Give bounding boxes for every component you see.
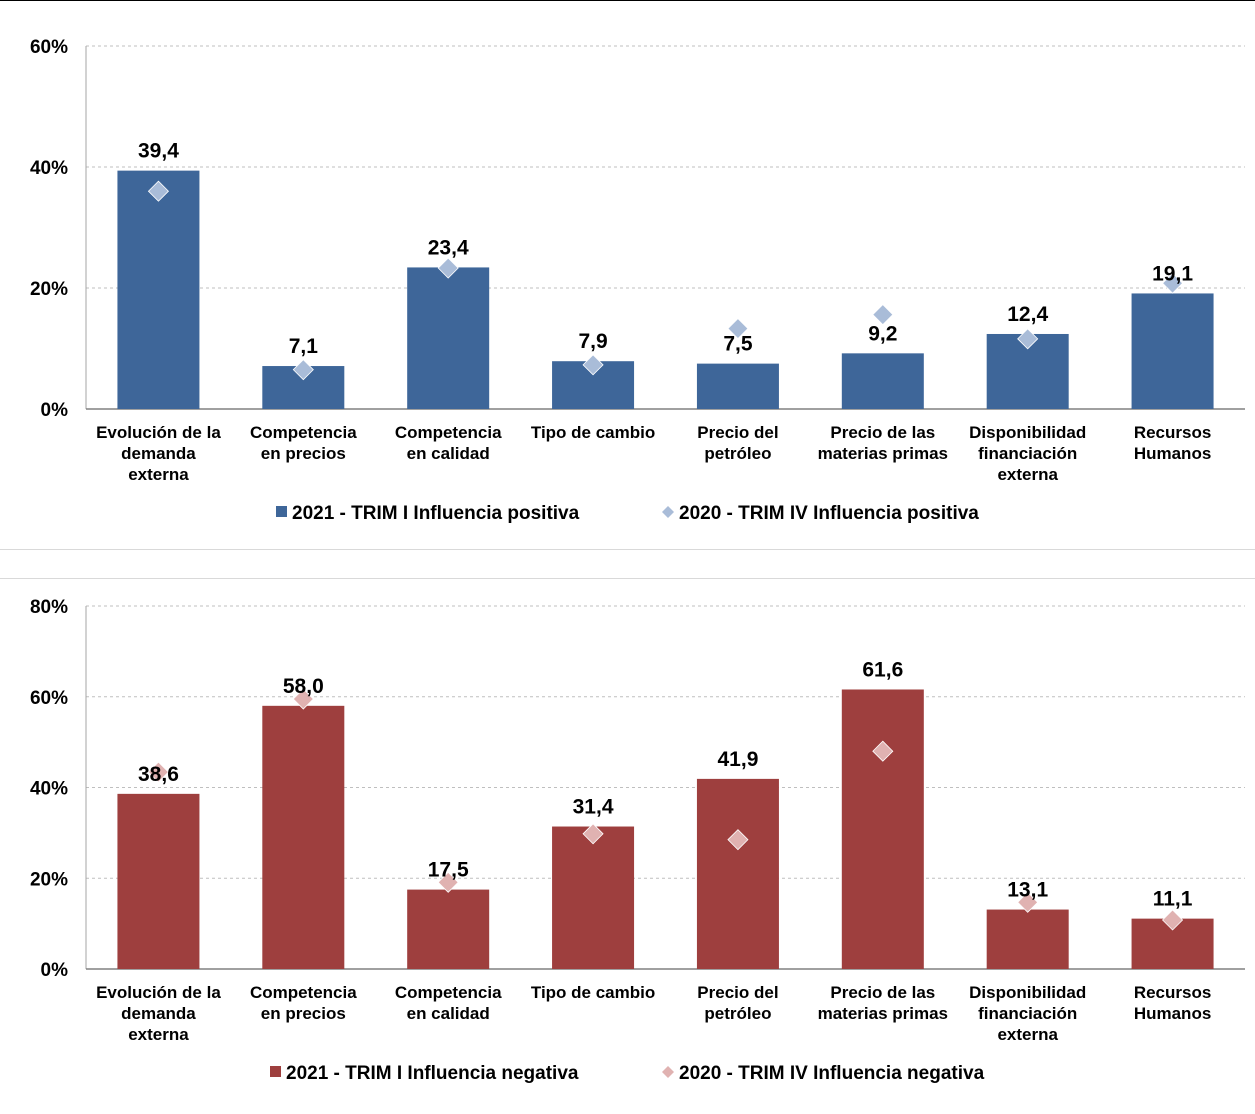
negative-data-label: 58,0 — [283, 675, 324, 698]
positive-category-label: Competencia en precios — [250, 423, 357, 463]
negative-category-label: Disponibilidad financiación externa — [969, 983, 1086, 1044]
positive-legend-bar-swatch — [276, 506, 287, 517]
negative-category-label: Tipo de cambio — [531, 983, 655, 1002]
negative-category-label: Competencia en calidad — [395, 983, 502, 1023]
positive-data-label: 7,5 — [723, 333, 753, 356]
positive-legend-marker-swatch — [662, 506, 674, 518]
negative-legend-marker-swatch — [662, 1066, 674, 1078]
positive-category-label: Competencia en calidad — [395, 423, 502, 463]
negative-category-label: Evolución de la demanda externa — [96, 983, 221, 1044]
positive-marker — [582, 354, 604, 376]
negative-marker — [582, 823, 604, 845]
negative-data-label: 61,6 — [862, 658, 903, 681]
negative-legend-bar-swatch — [270, 1066, 281, 1077]
positive-category-label: Precio del petróleo — [697, 423, 778, 463]
negative-category-label: Precio de las materias primas — [818, 983, 948, 1023]
positive-legend-bar-label: 2021 - TRIM I Influencia positiva — [292, 503, 580, 524]
negative-marker — [872, 740, 894, 762]
negative-bar — [696, 778, 779, 969]
positive-data-label: 9,2 — [868, 322, 897, 345]
positive-y-tick-label: 40% — [30, 158, 68, 179]
positive-marker — [1017, 328, 1039, 350]
positive-category-label: Tipo de cambio — [531, 423, 655, 442]
negative-marker — [1161, 909, 1184, 931]
negative-bar — [262, 705, 345, 969]
positive-bar — [696, 363, 779, 409]
negative-legend-marker-label: 2020 - TRIM IV Influencia negativa — [679, 1063, 985, 1084]
chart-negative: 0% 20% 40% 60% 80% 38,6 Evolución de la demanda… — [30, 597, 1245, 1084]
positive-data-label: 19,1 — [1152, 262, 1193, 285]
negative-bar — [117, 793, 200, 969]
positive-y-tick-label: 0% — [41, 400, 69, 421]
positive-data-label: 12,4 — [1007, 303, 1048, 326]
panel-divider — [0, 549, 1255, 550]
positive-category-label: Precio de las materias primas — [818, 423, 948, 463]
chart-panel-positive: 0% 20% 40% 60% 39,4 Evolución de la demanda ext… — [0, 0, 1255, 551]
positive-y-tick-label: 60% — [30, 37, 68, 58]
negative-data-label: 38,6 — [138, 763, 179, 786]
negative-data-label: 41,9 — [718, 748, 759, 771]
negative-category-label: Competencia en precios — [250, 983, 357, 1023]
positive-marker — [147, 180, 170, 202]
positive-category-label: Evolución de la demanda externa — [96, 423, 221, 484]
chart-panel-negative: 0% 20% 40% 60% 80% 38,6 Evolución de la demanda… — [0, 578, 1255, 1114]
positive-bar — [117, 170, 200, 409]
negative-bar — [407, 889, 490, 969]
negative-category-label: Recursos Humanos — [1134, 983, 1211, 1023]
negative-marker — [727, 829, 749, 851]
positive-bar — [1131, 293, 1214, 409]
positive-category-label: Disponibilidad financiación externa — [969, 423, 1086, 484]
positive-y-tick-label: 20% — [30, 279, 68, 300]
positive-data-label: 39,4 — [138, 140, 179, 163]
negative-data-label: 17,5 — [428, 859, 469, 882]
negative-data-label: 13,1 — [1007, 879, 1048, 902]
negative-bar — [552, 826, 635, 969]
negative-category-label: Precio del petróleo — [697, 983, 778, 1023]
positive-data-label: 7,1 — [289, 335, 319, 358]
negative-y-tick-label: 40% — [30, 779, 68, 800]
negative-marker — [147, 761, 170, 783]
negative-y-tick-label: 0% — [41, 960, 69, 981]
positive-bar — [841, 353, 924, 409]
positive-marker — [437, 257, 459, 279]
positive-bar — [407, 267, 490, 409]
positive-data-label: 7,9 — [578, 330, 607, 353]
negative-data-label: 31,4 — [573, 796, 614, 819]
negative-y-tick-label: 80% — [30, 597, 68, 618]
negative-y-tick-label: 20% — [30, 869, 68, 890]
positive-legend-marker-label: 2020 - TRIM IV Influencia positiva — [679, 503, 979, 524]
positive-marker — [727, 317, 749, 340]
negative-marker — [292, 688, 314, 710]
negative-data-label: 11,1 — [1153, 888, 1193, 911]
positive-marker — [872, 304, 894, 326]
chart-positive: 0% 20% 40% 60% 39,4 Evolución de la demanda ext… — [30, 37, 1245, 524]
negative-bar — [986, 909, 1069, 969]
negative-y-tick-label: 60% — [30, 688, 68, 709]
negative-bar — [841, 689, 924, 969]
positive-marker — [292, 359, 314, 381]
positive-marker — [1161, 272, 1184, 294]
negative-marker — [1017, 891, 1039, 913]
positive-data-label: 23,4 — [428, 236, 469, 259]
negative-legend-bar-label: 2021 - TRIM I Influencia negativa — [286, 1063, 579, 1084]
positive-category-label: Recursos Humanos — [1134, 423, 1211, 463]
negative-marker — [437, 871, 459, 893]
